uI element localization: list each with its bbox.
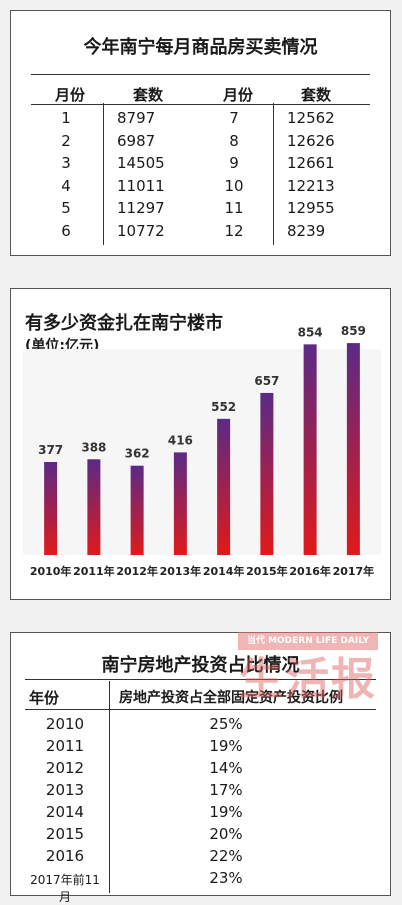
monthly-sales-panel: 今年南宁每月商品房买卖情况 月份 套数 月份 套数 1 8797 2 6987 3 145… [10, 10, 391, 256]
ratio-year-cell: 2014 [45, 803, 85, 821]
ratio-year-cell: 2010 [45, 715, 85, 733]
sales-month-cell: 7 [229, 109, 239, 127]
header-month-left: 月份 [55, 86, 86, 104]
category-label: 2011年 [73, 564, 115, 578]
category-label: 2016年 [289, 564, 331, 578]
sales-month-cell: 5 [61, 199, 71, 217]
bar [44, 462, 58, 555]
bar-value-label: 657 [254, 374, 279, 388]
ratio-value-cell: 23% [209, 869, 243, 887]
ratio-header-top-rule [25, 679, 376, 680]
bar-value-label: 416 [168, 433, 193, 447]
sales-month-cell: 10 [224, 176, 244, 195]
sales-count-cell: 8797 [117, 109, 156, 127]
ratio-table-title: 南宁房地产投资占比情况 [101, 655, 300, 676]
sales-month-cell: 1 [61, 109, 71, 127]
bar-chart: 377 2010年 388 2011年 362 2012年 416 2013年 552 2014年… [23, 324, 381, 578]
ratio-value-cell: 17% [209, 781, 243, 799]
column-divider-right [273, 103, 274, 245]
sales-month-cell: 8 [229, 131, 239, 150]
sales-month-cell: 12 [224, 221, 244, 240]
sales-count-cell: 6987 [117, 131, 156, 150]
column-divider-left [103, 103, 104, 245]
sales-count-cell: 12562 [287, 109, 335, 127]
ratio-value-cell: 25% [209, 715, 243, 733]
sales-count-cell: 12661 [287, 154, 335, 172]
sales-month-cell: 4 [61, 176, 71, 195]
category-label: 2017年 [333, 564, 375, 578]
ratio-year-cell: 2011 [45, 737, 85, 755]
ratio-value-cell: 20% [209, 825, 243, 843]
investment-ratio-panel: 南宁房地产投资占比情况 年份 房地产投资占全部固定资产投资比例 2010 25% 2… [10, 632, 391, 904]
sales-month-cell: 6 [61, 221, 71, 240]
sales-count-cell: 11011 [117, 176, 165, 195]
ratio-value-cell: 19% [209, 737, 243, 755]
sales-count-cell: 12213 [287, 176, 335, 195]
ratio-value-cell: 14% [209, 759, 243, 777]
bar-value-label: 552 [211, 400, 236, 414]
ratio-header-year: 年份 [29, 689, 60, 707]
bar [173, 452, 187, 555]
sales-count-cell: 12955 [287, 199, 335, 217]
bar-value-label: 854 [298, 325, 323, 339]
header-count-right: 套数 [301, 86, 332, 104]
bar [303, 344, 317, 555]
header-month-right: 月份 [223, 86, 254, 104]
sales-count-cell: 12626 [287, 131, 335, 150]
sales-month-cell: 9 [229, 154, 239, 172]
header-top-rule [31, 74, 370, 75]
ratio-year-cell: 2016 [45, 847, 85, 865]
plot-background [23, 349, 381, 555]
bar-value-label: 362 [125, 447, 150, 461]
category-label: 2014年 [203, 564, 245, 578]
ratio-year-cell: 2013 [45, 781, 85, 799]
category-label: 2012年 [116, 564, 158, 578]
sales-count-cell: 8239 [287, 221, 326, 240]
bar [217, 418, 231, 555]
category-label: 2010年 [30, 564, 72, 578]
header-bottom-rule [31, 104, 370, 105]
ratio-header-bottom-rule [25, 709, 376, 710]
category-label: 2015年 [246, 564, 288, 578]
investment-chart-panel: 有多少资金扎在南宁楼市 (单位:亿元) 377 2010年 388 2011年 362 2… [10, 288, 391, 600]
ratio-column-divider [109, 681, 110, 893]
monthly-sales-title: 今年南宁每月商品房买卖情况 [83, 37, 318, 58]
sales-count-cell: 14505 [117, 154, 165, 172]
chart-title: 有多少资金扎在南宁楼市 [25, 313, 223, 334]
bar [260, 392, 274, 555]
ratio-value-cell: 22% [209, 847, 243, 865]
bar [130, 465, 144, 555]
bar-value-label: 388 [81, 440, 106, 454]
header-count-left: 套数 [133, 86, 164, 104]
sales-count-cell: 11297 [117, 199, 165, 217]
ratio-header-share: 房地产投资占全部固定资产投资比例 [119, 690, 343, 706]
sales-count-cell: 10772 [117, 221, 165, 240]
sales-month-cell: 3 [61, 154, 71, 172]
category-label: 2013年 [160, 564, 202, 578]
sales-month-cell: 2 [61, 131, 71, 150]
ratio-year-cell: 2012 [45, 759, 85, 777]
sales-month-cell: 11 [224, 199, 244, 217]
bar-value-label: 859 [341, 324, 366, 338]
bar-value-label: 377 [38, 443, 63, 457]
bar [87, 459, 101, 555]
ratio-year-cell: 2015 [45, 825, 85, 843]
ratio-value-cell: 19% [209, 803, 243, 821]
bar [346, 343, 360, 555]
